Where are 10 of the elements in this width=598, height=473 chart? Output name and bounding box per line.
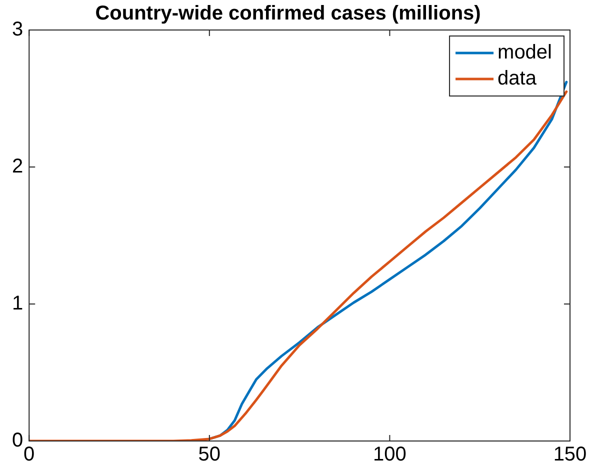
x-tick-label: 50 xyxy=(198,444,221,466)
x-tick-label: 100 xyxy=(373,444,406,466)
x-tick-label: 150 xyxy=(553,444,587,466)
legend-label: data xyxy=(498,68,538,90)
y-tick-label: 0 xyxy=(12,430,24,452)
y-tick-label: 1 xyxy=(12,292,24,315)
y-tick-label: 3 xyxy=(12,18,24,41)
chart-title: Country-wide confirmed cases (millions) xyxy=(95,2,481,25)
legend-label: model xyxy=(498,42,552,64)
y-tick-label: 2 xyxy=(12,156,24,178)
